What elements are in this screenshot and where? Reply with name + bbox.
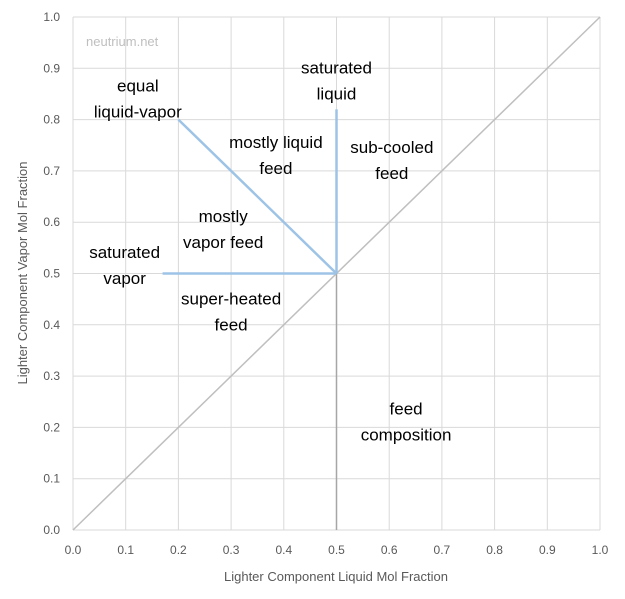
y-tick-label: 0.1 <box>43 472 60 486</box>
annotation-saturated-liquid: saturated liquid <box>301 58 372 103</box>
watermark: neutrium.net <box>86 34 159 49</box>
x-tick-label: 0.9 <box>539 543 556 557</box>
annotation-mostly-liquid-feed: mostly liquid feed <box>229 133 323 178</box>
x-tick-label: 0.2 <box>170 543 187 557</box>
y-tick-label: 0.3 <box>43 369 60 383</box>
annotation-saturated-vapor: saturated vapor <box>89 243 160 288</box>
x-tick-label: 0.5 <box>328 543 345 557</box>
y-axis-title: Lighter Component Vapor Mol Fraction <box>15 161 30 384</box>
annotation-line: feed <box>259 159 292 178</box>
y-tick-label: 0.2 <box>43 420 60 434</box>
x-tick-label: 0.8 <box>486 543 503 557</box>
annotation-feed-composition: feed composition <box>361 400 452 445</box>
annotation-line: composition <box>361 426 452 445</box>
x-tick-label: 0.4 <box>275 543 292 557</box>
x-tick-label: 0.7 <box>434 543 451 557</box>
x-tick-label: 0.3 <box>223 543 240 557</box>
y-tick-label: 0.4 <box>43 318 60 332</box>
annotation-line: liquid-vapor <box>94 102 182 121</box>
x-axis-ticks: 0.0 0.1 0.2 0.3 0.4 0.5 0.6 0.7 0.8 0.9 1.0 <box>65 543 609 557</box>
annotation-equal-liquid-vapor: equal liquid-vapor <box>94 76 182 121</box>
annotation-mostly-vapor-feed: mostly vapor feed <box>183 207 263 252</box>
x-tick-label: 0.1 <box>117 543 134 557</box>
annotation-line: liquid <box>317 84 357 103</box>
annotation-sub-cooled-feed: sub-cooled feed <box>350 138 433 183</box>
annotation-line: feed <box>215 315 248 334</box>
annotation-line: vapor feed <box>183 233 263 252</box>
y-tick-label: 1.0 <box>43 10 60 24</box>
annotation-line: vapor <box>103 269 146 288</box>
annotation-line: mostly <box>199 207 249 226</box>
annotation-line: super-heated <box>181 289 281 308</box>
annotation-line: equal <box>117 76 159 95</box>
y-tick-label: 0.0 <box>43 523 60 537</box>
x-tick-label: 0.6 <box>381 543 398 557</box>
y-tick-label: 0.8 <box>43 113 60 127</box>
annotation-line: mostly liquid <box>229 133 323 152</box>
y-tick-label: 0.5 <box>43 267 60 281</box>
annotation-line: sub-cooled <box>350 138 433 157</box>
series-lines <box>72 16 601 531</box>
annotations: saturated liquid equal liquid-vapor mostly l… <box>89 58 451 444</box>
y-tick-label: 0.7 <box>43 164 60 178</box>
x-tick-label: 0.0 <box>65 543 82 557</box>
y-tick-label: 0.9 <box>43 61 60 75</box>
annotation-super-heated-feed: super-heated feed <box>181 289 281 334</box>
x-tick-label: 1.0 <box>592 543 609 557</box>
annotation-line: feed <box>390 400 423 419</box>
x-axis-title: Lighter Component Liquid Mol Fraction <box>224 569 448 584</box>
annotation-line: saturated <box>301 58 372 77</box>
annotation-line: feed <box>375 164 408 183</box>
y-tick-label: 0.6 <box>43 215 60 229</box>
line-equal-liquid-vapor <box>177 118 338 275</box>
annotation-line: saturated <box>89 243 160 262</box>
y-axis-ticks: 0.0 0.1 0.2 0.3 0.4 0.5 0.6 0.7 0.8 0.9 1.0 <box>43 10 60 537</box>
